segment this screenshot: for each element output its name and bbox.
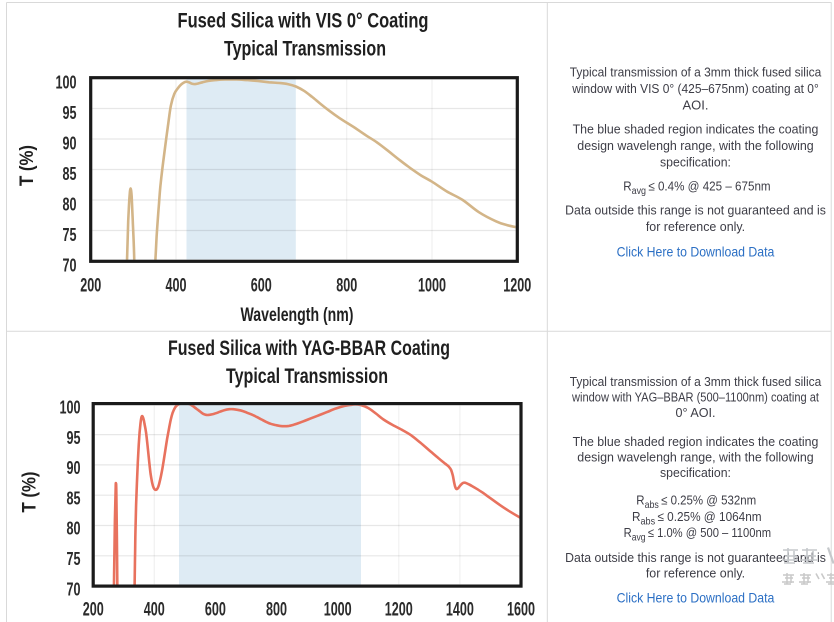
svg-text:AOI.: AOI.: [683, 98, 709, 113]
svg-text:75: 75: [63, 225, 77, 245]
svg-text:200: 200: [83, 599, 104, 620]
svg-text:Click Here to Download Data: Click Here to Download Data: [617, 590, 775, 606]
svg-text:window with YAG–BBAR (500–1100: window with YAG–BBAR (500–1100nm) coatin…: [571, 389, 819, 404]
svg-text:0° AOI.: 0° AOI.: [676, 405, 716, 420]
svg-text:85: 85: [67, 488, 81, 508]
svg-text:75: 75: [67, 549, 81, 569]
svg-text:design wavelengh range, with t: design wavelengh range, with the followi…: [577, 449, 813, 464]
svg-text:95: 95: [67, 428, 81, 448]
svg-text:1200: 1200: [385, 599, 413, 620]
svg-text:95: 95: [63, 103, 77, 123]
svg-text:Click Here to Download Data: Click Here to Download Data: [617, 244, 775, 260]
svg-text:800: 800: [336, 276, 357, 297]
svg-text:1400: 1400: [446, 599, 474, 620]
svg-text:T (%): T (%): [17, 145, 38, 186]
svg-text:100: 100: [60, 398, 81, 418]
svg-text:specification:: specification:: [660, 155, 731, 170]
svg-text:90: 90: [63, 134, 77, 154]
svg-text:80: 80: [67, 519, 81, 539]
svg-text:Typical transmission of a 3mm: Typical transmission of a 3mm thick fuse…: [570, 374, 822, 389]
svg-text:600: 600: [205, 599, 226, 620]
svg-text:T (%): T (%): [20, 472, 41, 513]
svg-text:400: 400: [166, 276, 187, 297]
svg-text:1000: 1000: [418, 276, 446, 297]
svg-text:design wavelengh range, with t: design wavelengh range, with the followi…: [577, 138, 813, 153]
svg-text:Ravg ≤ 1.0% @ 500 – 1100nm: Ravg ≤ 1.0% @ 500 – 1100nm: [624, 525, 771, 542]
svg-text:800: 800: [266, 599, 287, 620]
svg-text:85: 85: [63, 164, 77, 184]
svg-text:Typical Transmission: Typical Transmission: [224, 37, 386, 60]
svg-text:The blue shaded region indicat: The blue shaded region indicates the coa…: [573, 434, 819, 449]
svg-text:70: 70: [63, 256, 77, 276]
svg-text:1000: 1000: [324, 599, 352, 620]
svg-text:specification:: specification:: [660, 465, 731, 480]
svg-text:Typical transmission of a 3mm: Typical transmission of a 3mm thick fuse…: [570, 65, 822, 80]
svg-text:Rabs ≤ 0.25% @ 1064nm: Rabs ≤ 0.25% @ 1064nm: [632, 509, 762, 527]
svg-text:window with VIS 0° (425–675nm): window with VIS 0° (425–675nm) coating a…: [571, 81, 818, 96]
svg-text:Typical Transmission: Typical Transmission: [226, 365, 388, 388]
svg-text:Ravg ≤ 0.4% @ 425 – 675nm: Ravg ≤ 0.4% @ 425 – 675nm: [623, 179, 770, 197]
svg-text:90: 90: [67, 458, 81, 478]
svg-text:600: 600: [251, 276, 272, 297]
svg-text:1600: 1600: [507, 599, 535, 620]
svg-text:Data outside this range is not: Data outside this range is not guarantee…: [565, 550, 826, 565]
svg-text:1200: 1200: [503, 276, 531, 297]
svg-text:400: 400: [144, 599, 165, 620]
svg-text:Fused Silica with VIS 0° Coati: Fused Silica with VIS 0° Coating: [178, 10, 429, 33]
svg-text:Fused Silica with YAG-BBAR Coa: Fused Silica with YAG-BBAR Coating: [168, 337, 450, 360]
svg-text:Data outside this range is not: Data outside this range is not guarantee…: [565, 203, 826, 218]
svg-text:70: 70: [67, 579, 81, 599]
svg-text:100: 100: [56, 73, 77, 93]
svg-text:200: 200: [80, 276, 101, 297]
svg-text:Wavelength (nm): Wavelength (nm): [241, 305, 354, 326]
svg-text:The blue shaded region indicat: The blue shaded region indicates the coa…: [573, 122, 819, 137]
svg-text:for reference only.: for reference only.: [646, 219, 745, 234]
svg-text:80: 80: [63, 195, 77, 215]
svg-text:for reference only.: for reference only.: [646, 565, 745, 580]
svg-text:Rabs ≤ 0.25% @ 532nm: Rabs ≤ 0.25% @ 532nm: [636, 493, 756, 510]
